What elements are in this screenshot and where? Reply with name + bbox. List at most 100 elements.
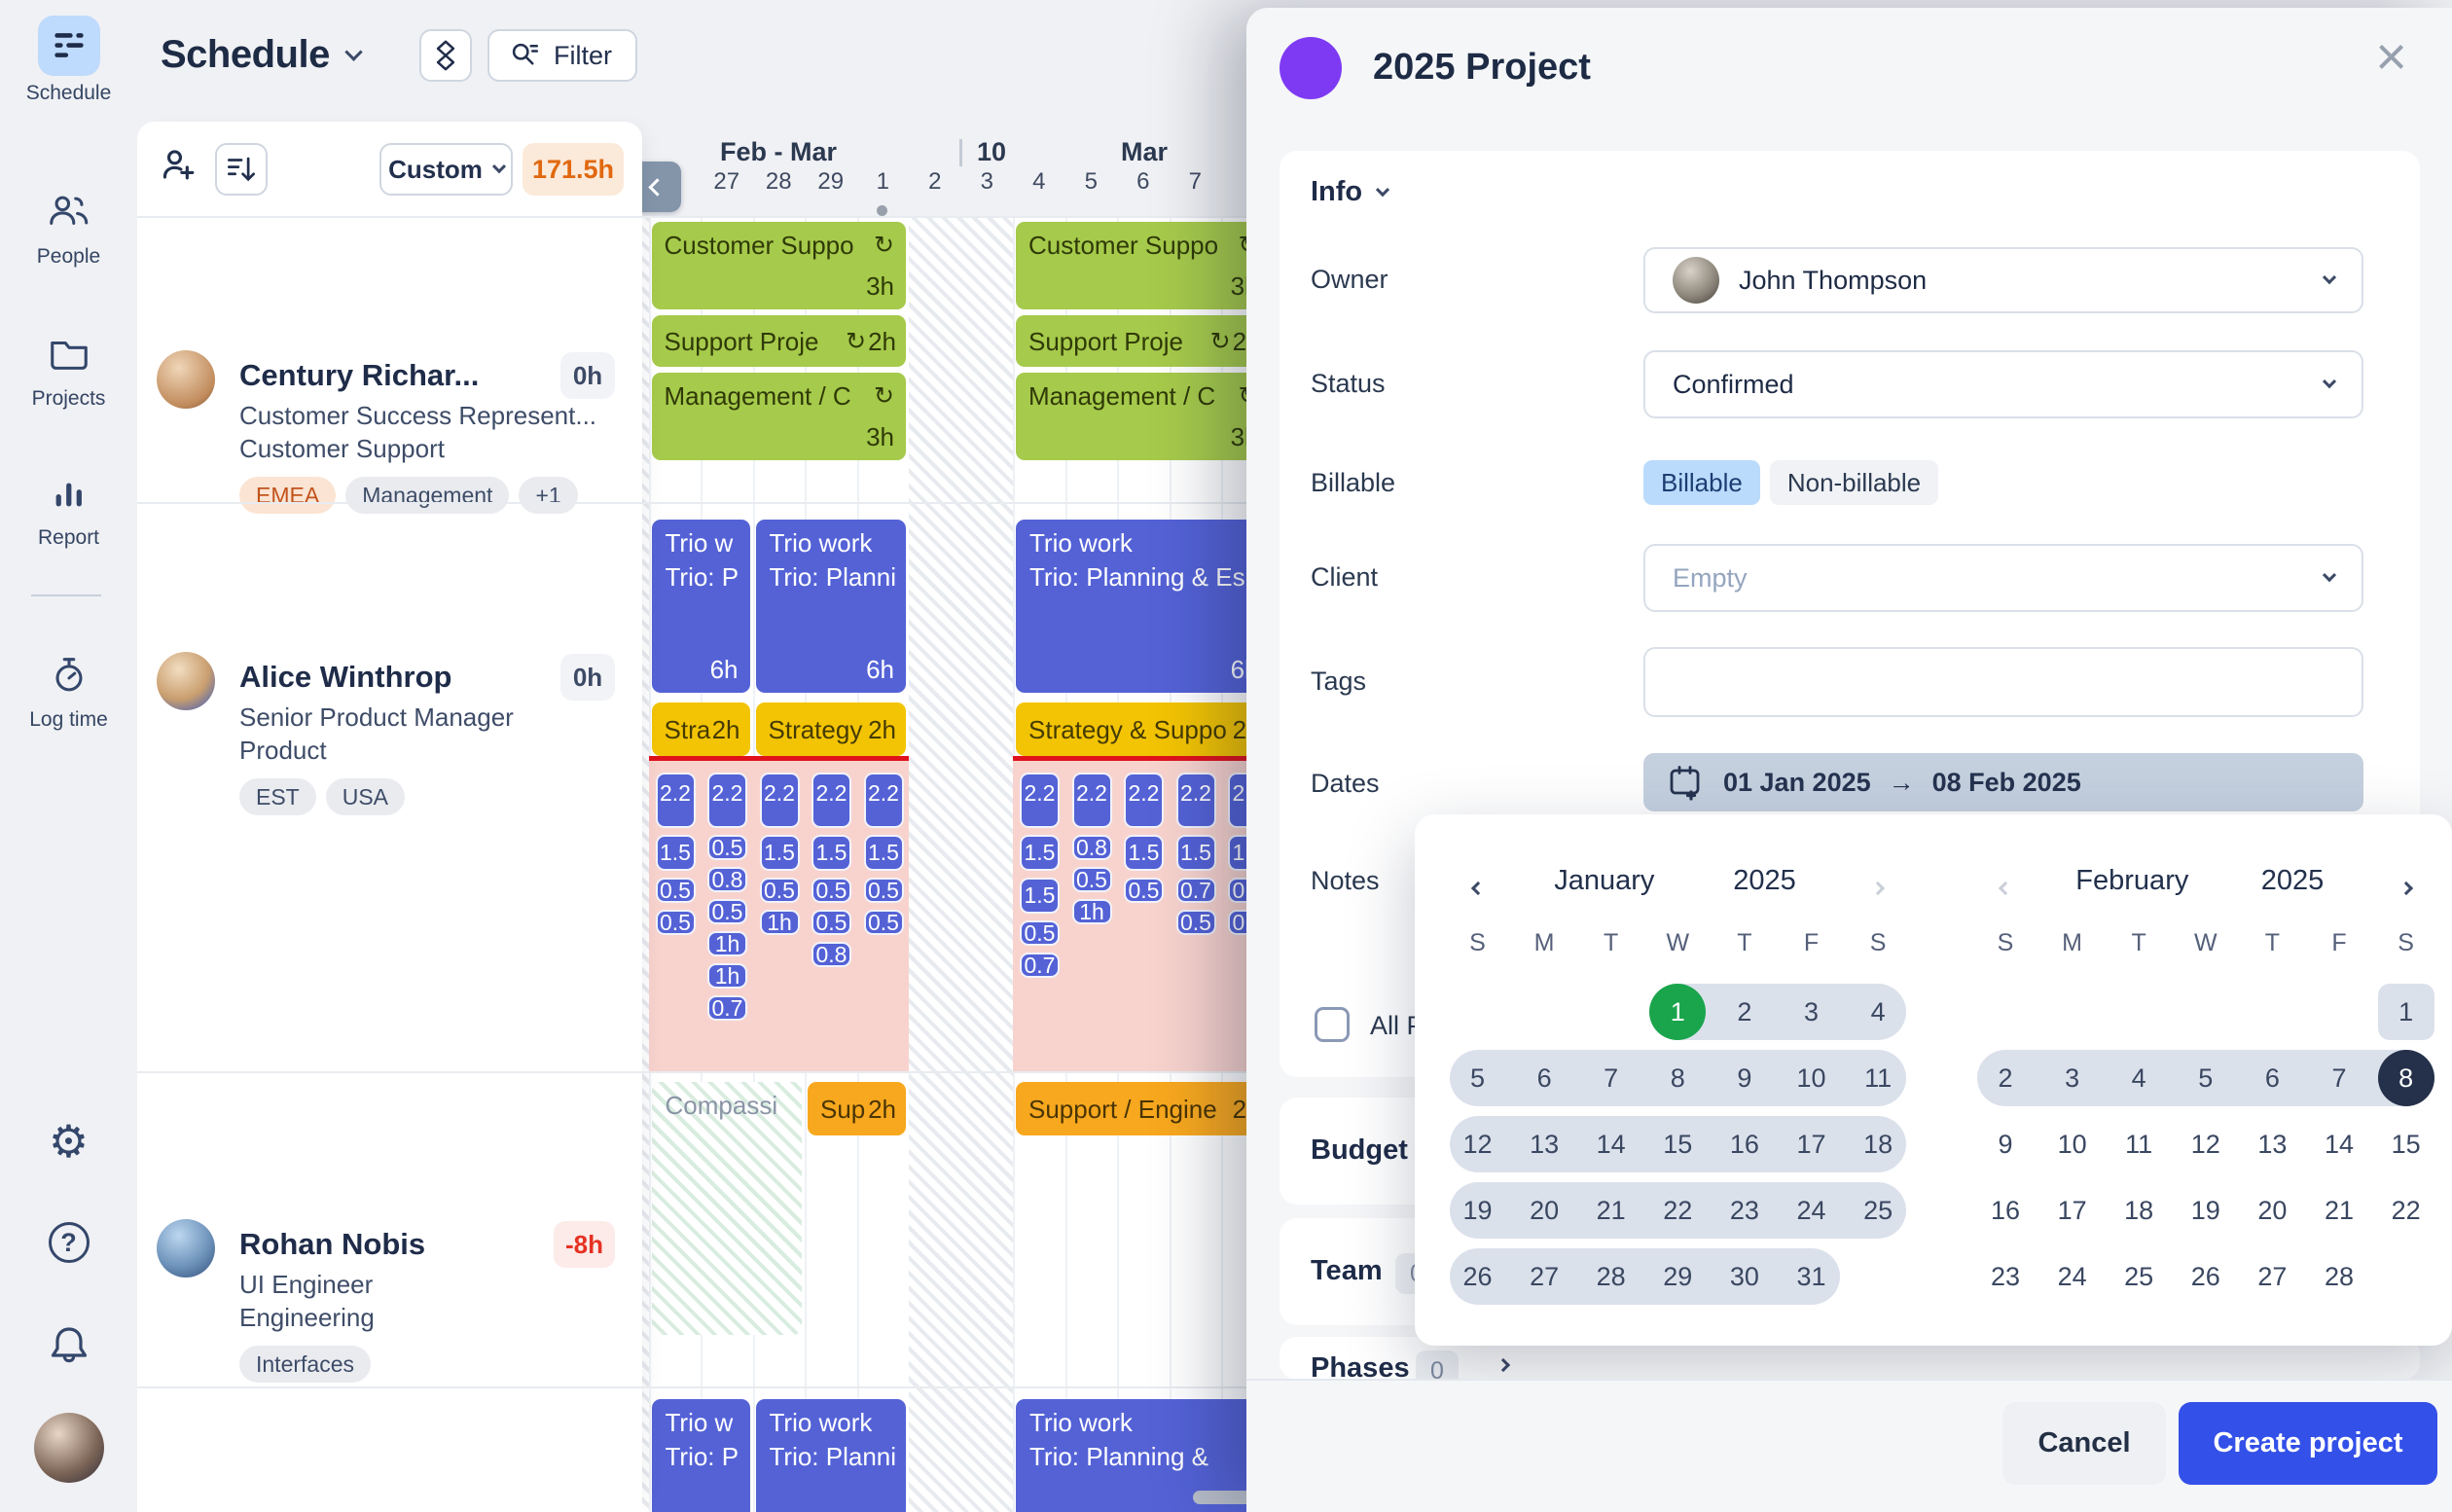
calendar-day[interactable]: 9 [1998,1129,2013,1159]
tags-input[interactable] [1643,647,2363,717]
schedule-block[interactable]: Management / C↻3h [1016,373,1255,460]
timeline-day-label[interactable]: 6 [1136,168,1150,195]
timeline-day-label[interactable]: 27 [713,168,740,195]
billable-option-non-billable[interactable]: Non-billable [1769,460,1939,505]
dates-field[interactable]: 01 Jan 2025 → 08 Feb 2025 [1643,753,2363,811]
allocation-chip[interactable]: 0.8 [1071,835,1112,860]
calendar-day[interactable]: 24 [2057,1261,2087,1291]
calendar-day[interactable]: 21 [2324,1195,2355,1225]
close-button[interactable]: × [2375,25,2407,87]
calendar-prev-month-button[interactable] [1986,869,2025,908]
calendar-day[interactable]: 1 [1649,984,1707,1040]
calendar-day[interactable]: 20 [2257,1195,2288,1225]
person-row[interactable]: Century Richar... Customer Success Repre… [137,341,642,624]
calendar-day[interactable]: 28 [1596,1261,1626,1291]
schedule-block[interactable]: Support / Engine2h [1016,1082,1255,1135]
schedule-block[interactable]: Trio w Trio: P [651,1399,750,1512]
create-project-button[interactable]: Create project [2179,1402,2437,1485]
timeline-day-label[interactable]: 3 [980,168,993,195]
sidebar-item-log-time[interactable]: Log time [0,650,137,732]
notifications-button[interactable] [0,1321,137,1368]
calendar-day[interactable]: 22 [1663,1195,1693,1225]
calendar-day[interactable]: 7 [1604,1062,1619,1093]
timeline-day-label[interactable]: 2 [928,168,942,195]
sidebar-item-people[interactable]: People [0,187,137,269]
calendar-day[interactable]: 17 [2057,1195,2087,1225]
calendar-day[interactable]: 26 [1462,1261,1493,1291]
allocation-chip[interactable]: 0.5 [863,910,904,935]
schedule-block[interactable]: Sup 2h [808,1082,906,1135]
schedule-block[interactable]: Compassi [651,1082,802,1335]
schedule-block[interactable]: Support Proje↻2h [651,315,906,367]
schedule-block[interactable]: Customer Suppo↻3h [1016,222,1255,309]
calendar-day[interactable]: 16 [1729,1129,1759,1159]
allocation-chip[interactable]: 2.2 [1124,773,1164,828]
schedule-block[interactable]: Trio work Trio: Planni [755,1399,906,1512]
calendar-day[interactable]: 4 [2131,1062,2146,1093]
settings-button[interactable]: ⚙ [0,1119,137,1164]
calendar-day[interactable]: 25 [1863,1195,1893,1225]
layers-button[interactable] [419,29,472,82]
timeline-day-label[interactable]: 28 [765,168,792,195]
calendar-day[interactable]: 7 [2331,1062,2347,1093]
schedule-block[interactable]: Support Proje↻2h [1016,315,1255,367]
calendar-day[interactable]: 12 [2190,1129,2220,1159]
allocation-chip[interactable]: 2.2 [1020,773,1060,828]
user-avatar-button[interactable] [0,1413,137,1483]
schedule-block[interactable]: Stra 2h [651,702,750,756]
cancel-button[interactable]: Cancel [2002,1402,2166,1485]
sort-button[interactable] [215,143,268,196]
calendar-day[interactable]: 13 [2257,1129,2288,1159]
allocation-chip[interactable]: 2.2 [655,773,696,828]
allocation-chip[interactable]: 1.5 [655,835,696,871]
calendar-day[interactable]: 31 [1796,1261,1826,1291]
timeline-day-label[interactable]: 7 [1188,168,1202,195]
calendar-day[interactable]: 19 [2190,1195,2220,1225]
calendar-day[interactable]: 15 [1663,1129,1693,1159]
calendar-day[interactable]: 6 [2264,1062,2280,1093]
allocation-chip[interactable]: 0.5 [1175,910,1216,935]
calendar-day[interactable]: 9 [1737,1062,1752,1093]
calendar-day[interactable]: 5 [2198,1062,2214,1093]
allocation-chip[interactable]: 0.5 [811,878,851,903]
calendar-day[interactable]: 30 [1729,1261,1759,1291]
allocation-chip[interactable]: 1.5 [1124,835,1164,871]
schedule-block[interactable]: Trio w Trio: P 6h [651,520,750,693]
sidebar-item-report[interactable]: Report [0,468,137,550]
calendar-day[interactable]: 21 [1596,1195,1626,1225]
sidebar-item-projects[interactable]: Projects [0,329,137,411]
allocation-chip[interactable]: 0.5 [655,878,696,903]
calendar-day[interactable]: 11 [1864,1062,1893,1093]
timeline-day-label[interactable]: 1 [876,168,889,195]
allocation-chip[interactable]: 1.5 [1020,878,1060,914]
client-select[interactable]: Empty [1643,544,2363,612]
owner-select[interactable]: John Thompson [1643,247,2363,313]
filter-button[interactable]: Filter [487,29,637,82]
help-button[interactable]: ? [0,1222,137,1263]
allocation-chip[interactable]: 1h [759,910,800,935]
calendar-day[interactable]: 19 [1462,1195,1493,1225]
calendar-day[interactable]: 24 [1796,1195,1826,1225]
horizontal-scrollbar[interactable] [1193,1491,1257,1504]
allocation-chip[interactable]: 1.5 [1175,835,1216,871]
calendar-day[interactable]: 16 [1990,1195,2021,1225]
calendar-day[interactable]: 10 [1796,1062,1826,1093]
calendar-day[interactable]: 11 [2125,1129,2153,1159]
calendar-day[interactable]: 29 [1663,1261,1693,1291]
allocation-chip[interactable]: 1.5 [863,835,904,871]
calendar-day[interactable]: 27 [1530,1261,1560,1291]
sidebar-item-schedule[interactable]: Schedule [0,16,137,105]
allocation-chip[interactable]: 0.8 [707,867,747,892]
schedule-block[interactable]: Customer Suppo↻3h [651,222,906,309]
info-section-toggle[interactable]: Info [1311,176,1390,208]
allocation-chip[interactable]: 2.2 [811,773,851,828]
calendar-day[interactable]: 1 [2398,996,2414,1026]
calendar-day[interactable]: 22 [2391,1195,2421,1225]
calendar-day[interactable]: 28 [2324,1261,2355,1291]
calendar-day[interactable]: 23 [1729,1195,1759,1225]
calendar-day[interactable]: 6 [1536,1062,1552,1093]
status-select[interactable]: Confirmed [1643,350,2363,418]
calendar-day[interactable]: 4 [1870,996,1886,1026]
allocation-chip[interactable]: 0.7 [707,995,747,1021]
allocation-chip[interactable]: 1.5 [759,835,800,871]
